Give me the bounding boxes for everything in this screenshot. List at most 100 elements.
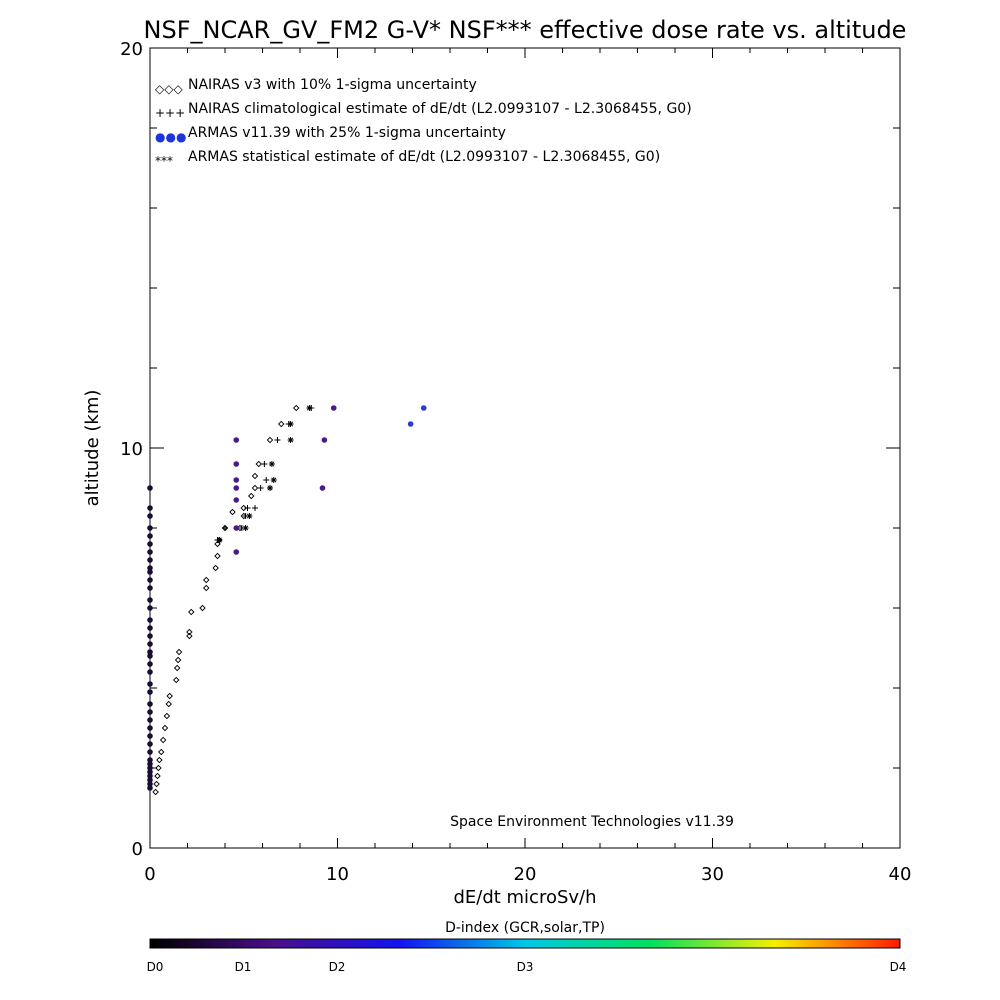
data-point xyxy=(153,780,160,788)
data-point xyxy=(166,692,173,700)
x-tick-label: 30 xyxy=(701,864,724,885)
data-point xyxy=(266,436,274,444)
data-point xyxy=(147,577,153,583)
data-point xyxy=(274,437,281,443)
data-point xyxy=(173,664,181,672)
data-point xyxy=(173,676,180,684)
legend-label: ARMAS v11.39 with 25% 1-sigma uncertaint… xyxy=(188,125,506,141)
data-point xyxy=(270,477,277,483)
series-asterisk xyxy=(216,405,313,543)
data-point xyxy=(147,781,153,787)
data-point xyxy=(147,733,153,739)
data-point xyxy=(147,653,153,659)
series-diamond xyxy=(152,404,300,796)
legend-label: ARMAS statistical estimate of dE/dt (L2.… xyxy=(188,149,660,165)
legend-entry: *** ARMAS statistical estimate of dE/dt (… xyxy=(155,149,660,168)
legend-entry: ◇◇◇ NAIRAS v3 with 10% 1-sigma uncertaint… xyxy=(155,77,477,96)
data-point xyxy=(147,741,153,747)
data-point xyxy=(147,557,153,563)
data-point xyxy=(407,421,414,427)
data-point xyxy=(147,701,153,707)
data-point xyxy=(233,477,240,483)
x-tick-label: 40 xyxy=(889,864,912,885)
data-point xyxy=(268,461,275,467)
data-point xyxy=(242,525,249,531)
data-point xyxy=(155,764,162,772)
data-point xyxy=(154,772,161,780)
data-point xyxy=(147,765,153,771)
x-tick-labels: 0 10 20 30 40 xyxy=(144,864,911,885)
series-plus xyxy=(214,405,315,543)
data-point xyxy=(287,437,294,443)
data-point xyxy=(147,709,153,715)
colorbar-labels: D0 D1 D2 D3 D4 xyxy=(147,960,907,974)
data-point xyxy=(244,505,251,511)
data-point xyxy=(152,788,159,796)
data-point xyxy=(186,632,193,640)
data-point xyxy=(147,617,153,623)
y-axis-label: altitude (km) xyxy=(82,390,103,507)
data-point xyxy=(293,404,300,412)
legend-symbol: +++ xyxy=(155,106,185,120)
data-point xyxy=(147,717,153,723)
data-point xyxy=(147,641,153,647)
data-point xyxy=(174,656,182,664)
data-point xyxy=(147,681,153,687)
colorbar-label: D0 xyxy=(147,960,164,974)
data-point xyxy=(147,565,153,571)
y-tick-label: 0 xyxy=(132,839,143,860)
colorbar-label: D1 xyxy=(235,960,252,974)
data-point xyxy=(161,724,169,732)
data-point xyxy=(199,604,206,612)
colorbar-label: D4 xyxy=(890,960,907,974)
data-point xyxy=(267,485,273,491)
data-point xyxy=(248,492,255,500)
colorbar-label: D2 xyxy=(329,960,346,974)
data-point xyxy=(229,508,236,516)
data-point xyxy=(222,525,228,531)
data-point xyxy=(420,405,427,411)
axis-ticks xyxy=(149,47,901,849)
data-point xyxy=(252,505,258,511)
plot-frame xyxy=(149,47,901,849)
data-point xyxy=(246,513,253,519)
x-tick-label: 20 xyxy=(514,864,537,885)
data-point xyxy=(147,597,153,603)
data-point xyxy=(147,761,153,767)
data-point xyxy=(159,736,167,744)
data-point xyxy=(147,773,153,779)
data-point xyxy=(233,549,240,555)
data-point xyxy=(158,748,165,756)
data-point xyxy=(278,420,285,428)
data-point xyxy=(147,625,153,631)
annotation: Space Environment Technologies v11.39 xyxy=(450,814,734,830)
data-point xyxy=(188,608,195,616)
data-point xyxy=(306,405,313,411)
legend-entry: +++ NAIRAS climatological estimate of dE/… xyxy=(155,101,692,120)
data-point xyxy=(233,485,240,491)
data-point xyxy=(147,749,153,755)
data-point xyxy=(147,725,153,731)
legend-label: NAIRAS v3 with 10% 1-sigma uncertainty xyxy=(188,77,477,93)
data-points xyxy=(147,404,427,796)
legend-symbol: *** xyxy=(155,154,173,168)
data-point xyxy=(214,540,221,548)
data-point xyxy=(165,700,172,708)
data-point xyxy=(156,756,163,764)
data-point xyxy=(240,504,247,512)
data-point xyxy=(233,525,240,531)
x-axis-label: dE/dt microSv/h xyxy=(453,887,596,908)
data-point xyxy=(330,405,337,411)
data-point xyxy=(287,421,294,427)
data-point xyxy=(147,569,153,575)
data-point xyxy=(257,485,264,491)
data-point xyxy=(251,484,259,492)
data-point xyxy=(147,585,153,591)
data-point xyxy=(147,785,153,791)
colorbar-title: D-index (GCR,solar,TP) xyxy=(445,920,605,936)
colorbar xyxy=(149,938,901,949)
chart-title: NSF_NCAR_GV_FM2 G-V* NSF*** effective do… xyxy=(144,16,907,44)
data-point xyxy=(147,661,153,667)
data-point xyxy=(147,649,153,655)
